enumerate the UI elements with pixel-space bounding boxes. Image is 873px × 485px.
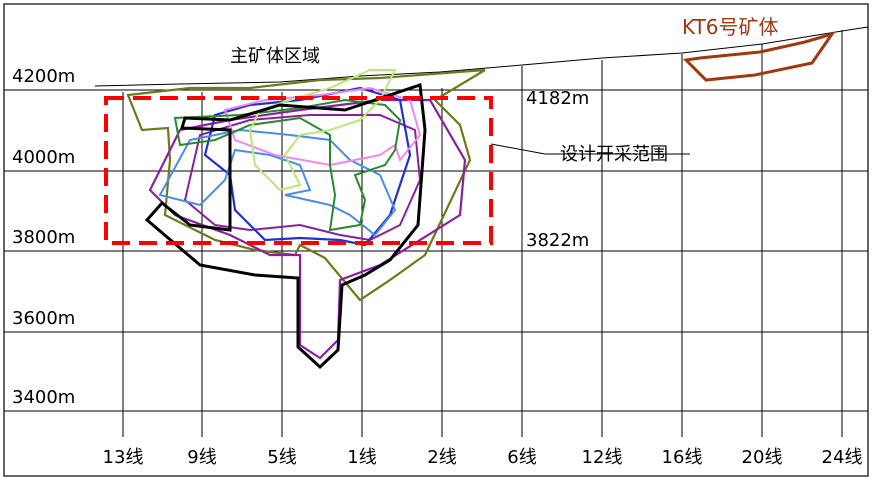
line-label: 16线 — [662, 447, 703, 468]
terrain-surface-line — [94, 26, 869, 87]
elevation-labels: 4200m 4000m 3800m 3600m 3400m — [12, 66, 75, 408]
line-label: 13线 — [103, 447, 144, 468]
design-range-label: 设计开采范围 — [560, 144, 668, 165]
line-label: 9线 — [187, 447, 216, 468]
elevation-label: 4000m — [12, 147, 75, 168]
green-orebody-outline — [173, 98, 402, 232]
purple-orebody-outline-2 — [183, 114, 422, 242]
line-label: 12线 — [582, 447, 623, 468]
pink-orebody-outline — [223, 86, 422, 167]
top-level-label: 4182m — [526, 88, 589, 109]
elevation-label: 4200m — [12, 66, 75, 87]
line-label: 1线 — [347, 447, 376, 468]
line-label: 6线 — [507, 447, 536, 468]
line-label: 2线 — [427, 447, 456, 468]
main-orebody-outline — [144, 82, 427, 370]
design-mining-range-box — [104, 96, 493, 245]
diagram-border — [3, 3, 869, 477]
line-label: 5线 — [267, 447, 296, 468]
exploration-line-grid — [122, 30, 843, 437]
main-zone-label: 主矿体区域 — [230, 46, 320, 67]
design-range-leader-line — [490, 143, 690, 155]
kt6-label: KT6号矿体 — [682, 15, 779, 39]
elevation-grid — [4, 89, 868, 412]
elevation-label: 3800m — [12, 227, 75, 248]
line-labels: 13线 9线 5线 1线 2线 6线 12线 16线 20线 24线 — [103, 447, 863, 468]
line-label: 24线 — [822, 447, 863, 468]
elevation-label: 3400m — [12, 387, 75, 408]
kt6-orebody-outline — [682, 31, 836, 82]
line-label: 20线 — [742, 447, 783, 468]
elevation-label: 3600m — [12, 308, 75, 329]
light-blue-orebody-outline — [158, 128, 397, 237]
bottom-level-label: 3822m — [526, 230, 589, 251]
